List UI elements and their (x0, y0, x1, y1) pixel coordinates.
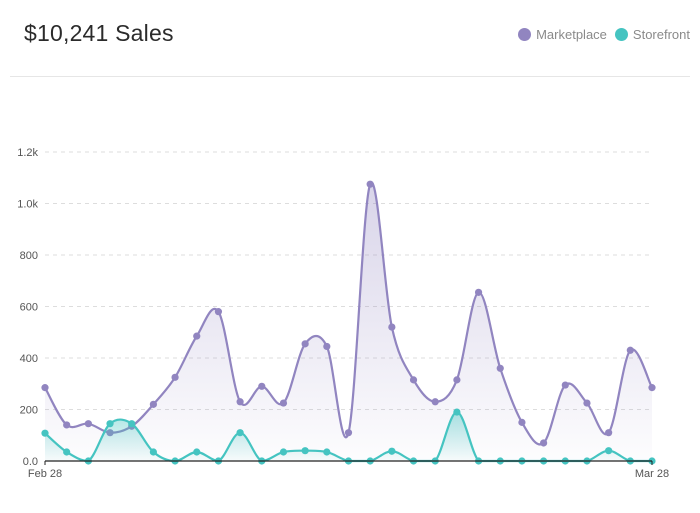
data-point-marketplace[interactable] (409, 376, 418, 384)
data-point-marketplace[interactable] (366, 180, 374, 188)
data-point-storefront[interactable] (63, 448, 71, 456)
data-point-marketplace[interactable] (301, 340, 309, 348)
data-point-storefront[interactable] (388, 447, 396, 455)
data-point-storefront[interactable] (453, 408, 461, 416)
card-header: $10,241 Sales Marketplace Storefront (0, 0, 700, 76)
data-point-marketplace[interactable] (279, 399, 288, 407)
data-point-marketplace[interactable] (258, 382, 266, 390)
data-point-storefront[interactable] (193, 448, 201, 456)
data-point-marketplace[interactable] (323, 342, 331, 351)
data-point-marketplace[interactable] (171, 373, 179, 381)
legend-dot-storefront (614, 28, 628, 41)
data-point-marketplace[interactable] (583, 399, 591, 407)
data-point-marketplace[interactable] (605, 429, 613, 437)
y-tick-label: 0.0 (23, 456, 38, 468)
y-tick-label: 600 (20, 302, 38, 314)
data-point-marketplace[interactable] (453, 376, 461, 384)
data-point-storefront[interactable] (323, 448, 331, 456)
y-tick-label: 1.2k (17, 147, 38, 159)
data-point-marketplace[interactable] (431, 398, 439, 406)
data-point-marketplace[interactable] (518, 418, 526, 426)
data-point-storefront[interactable] (236, 429, 244, 437)
data-point-marketplace[interactable] (626, 346, 634, 354)
x-tick-label: Mar 28 (635, 468, 669, 480)
data-point-storefront[interactable] (301, 447, 309, 455)
data-point-marketplace[interactable] (84, 420, 92, 428)
data-point-storefront[interactable] (128, 420, 136, 428)
x-tick-label: Feb 28 (28, 468, 62, 480)
axis-layer: 0.0 200 400 600 800 1.0k 1.2k Feb 28 Mar 28 (17, 147, 669, 480)
y-tick-label: 1.0k (17, 199, 38, 211)
data-point-storefront[interactable] (106, 420, 114, 428)
chart-legend: Marketplace Storefront (510, 27, 690, 42)
data-point-marketplace[interactable] (214, 308, 223, 316)
legend-label-storefront: Storefront (632, 27, 690, 42)
data-point-marketplace[interactable] (561, 381, 569, 389)
data-point-storefront[interactable] (149, 448, 157, 456)
y-tick-label: 200 (20, 405, 38, 417)
data-point-marketplace[interactable] (648, 384, 656, 392)
data-point-marketplace[interactable] (236, 398, 244, 406)
data-point-marketplace[interactable] (540, 439, 548, 447)
series-area-marketplace (45, 182, 652, 461)
grid-lines (45, 151, 652, 410)
chart-title: $10,241 Sales (24, 20, 174, 46)
data-point-storefront[interactable] (41, 429, 49, 437)
legend-item-marketplace[interactable]: Marketplace (518, 27, 607, 42)
data-point-marketplace[interactable] (388, 323, 396, 331)
data-point-marketplace[interactable] (63, 421, 71, 429)
data-point-storefront[interactable] (605, 447, 613, 455)
data-point-marketplace[interactable] (474, 288, 483, 296)
y-tick-label: 400 (20, 353, 38, 365)
data-point-marketplace[interactable] (193, 332, 201, 340)
data-point-marketplace[interactable] (41, 384, 49, 392)
data-point-marketplace[interactable] (149, 400, 157, 408)
data-point-marketplace[interactable] (496, 364, 504, 372)
series-layer (41, 180, 656, 465)
data-point-marketplace[interactable] (344, 429, 353, 437)
legend-label-marketplace: Marketplace (536, 27, 607, 42)
series-marketplace (41, 180, 656, 461)
header-divider (10, 76, 690, 77)
series-area-storefront (45, 412, 652, 461)
y-tick-label: 800 (20, 250, 38, 262)
legend-dot-marketplace (518, 28, 532, 41)
legend-item-storefront[interactable]: Storefront (614, 27, 690, 42)
data-point-storefront[interactable] (279, 448, 288, 456)
